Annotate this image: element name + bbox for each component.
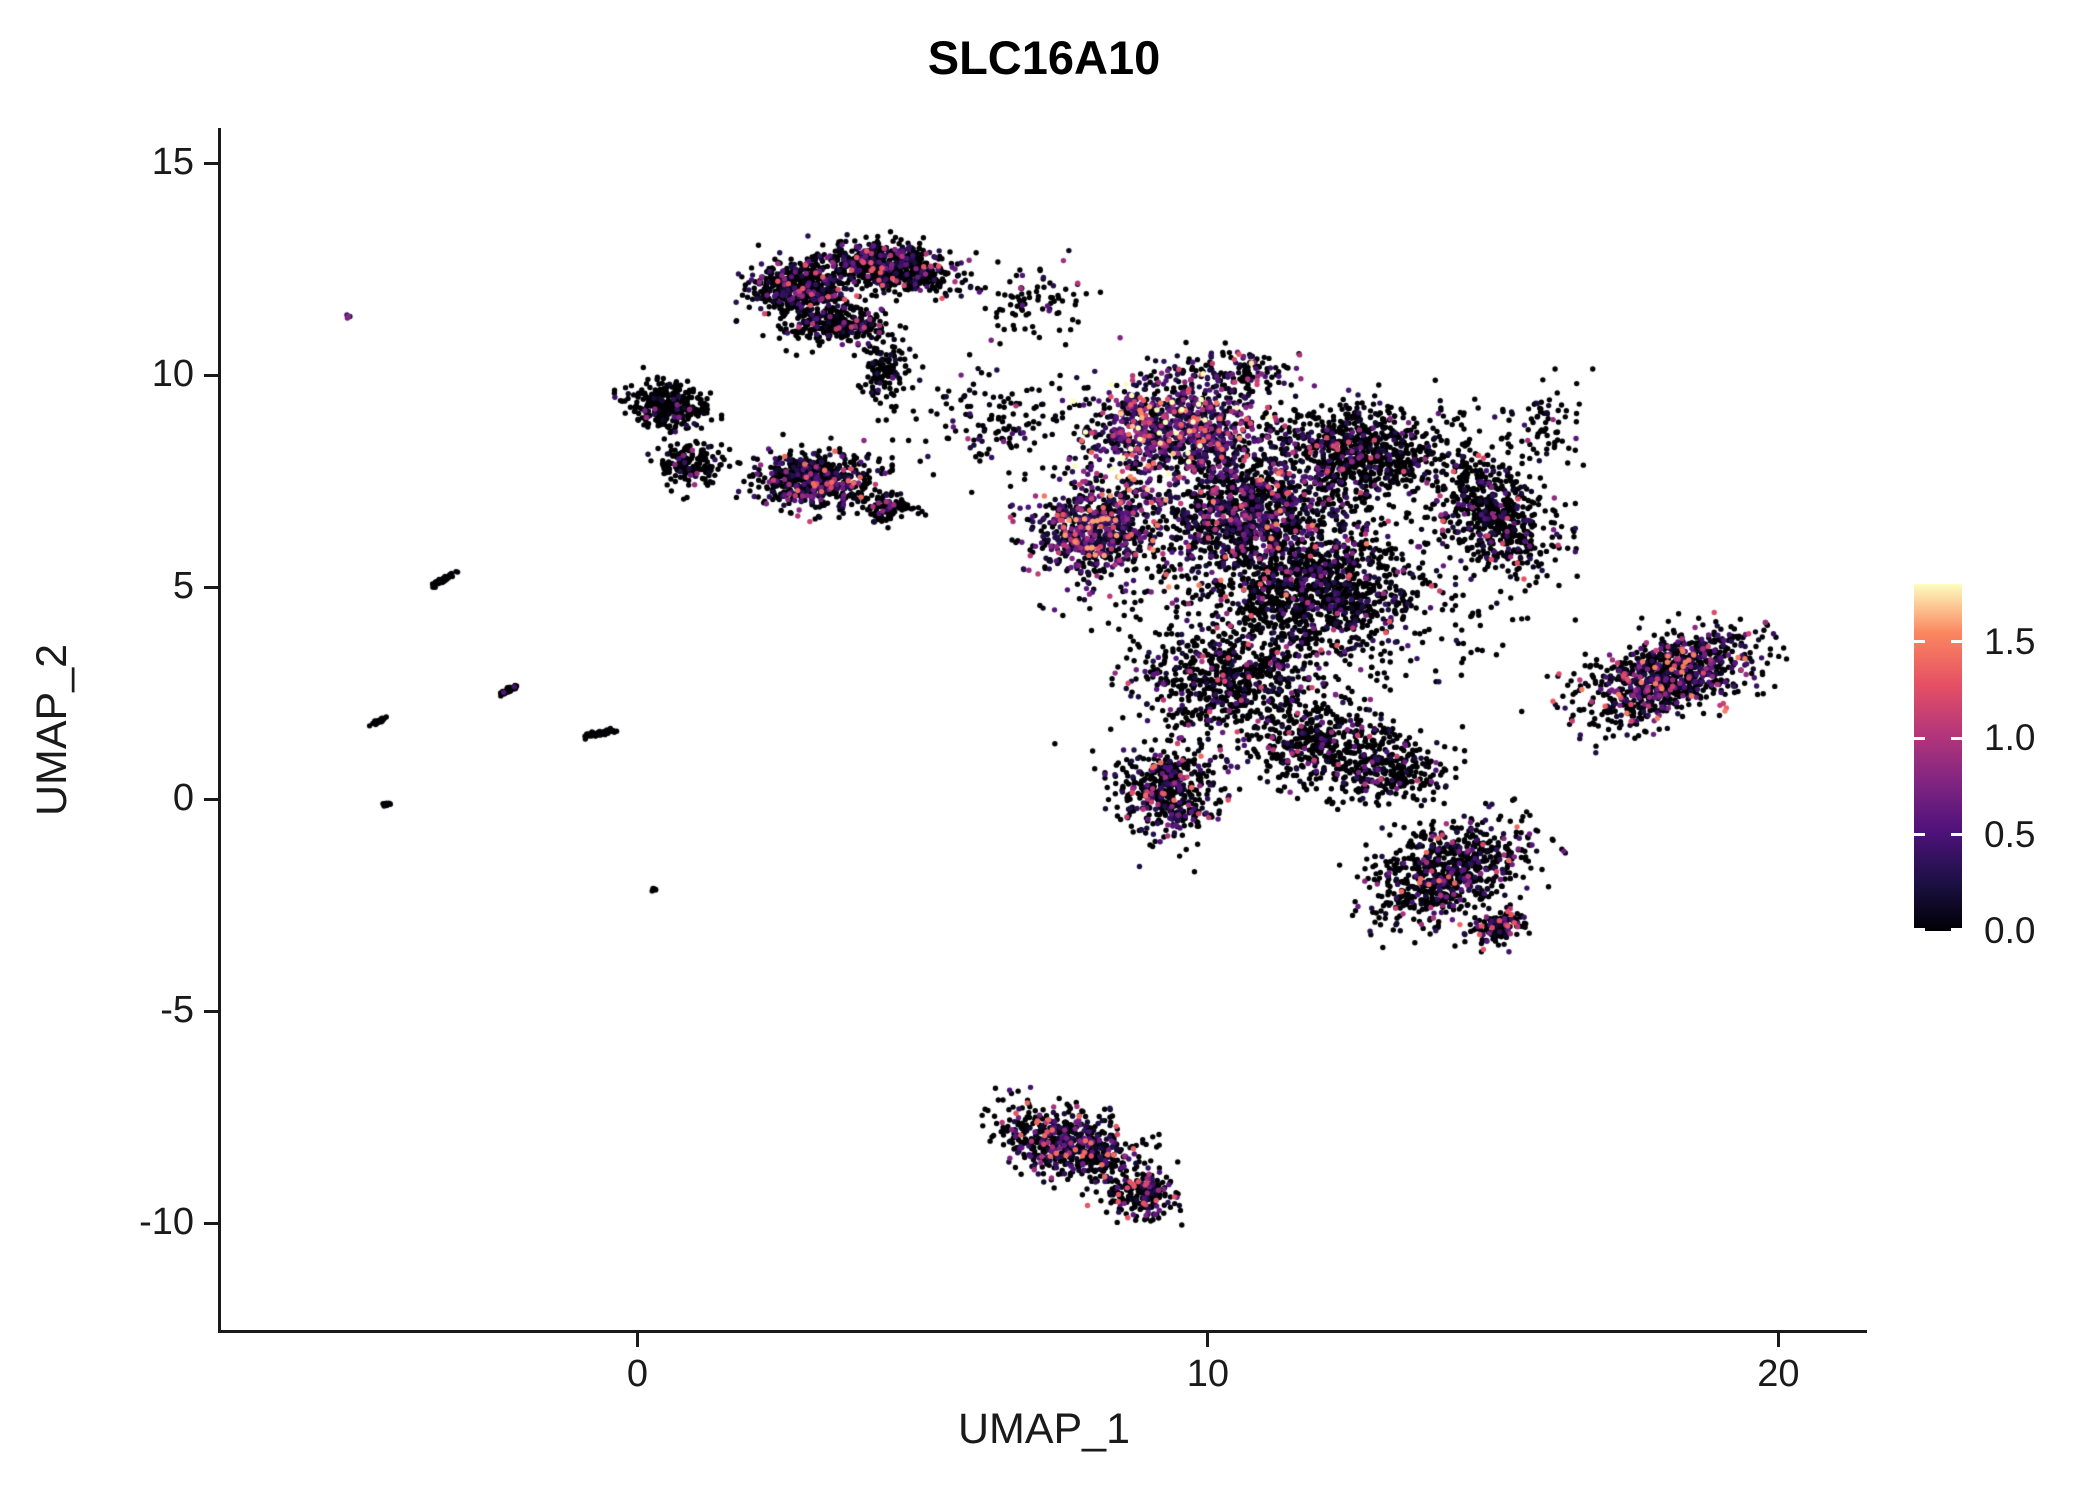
legend-tick-mark bbox=[1914, 640, 1925, 644]
legend-tick-mark bbox=[1914, 833, 1925, 837]
x-tick-label: 20 bbox=[1757, 1353, 1800, 1395]
legend-tick-mark bbox=[1951, 736, 1962, 740]
legend-tick-mark bbox=[1951, 928, 1962, 931]
y-tick-label: 5 bbox=[172, 564, 194, 607]
plot-title: SLC16A10 bbox=[927, 31, 1161, 84]
legend-tick-mark bbox=[1951, 640, 1962, 644]
y-tick-mark bbox=[204, 798, 218, 802]
y-tick-mark bbox=[204, 1222, 218, 1226]
legend-tick-label: 0.5 bbox=[1984, 813, 2036, 855]
x-tick-mark bbox=[1776, 1333, 1780, 1347]
y-tick-mark bbox=[204, 586, 218, 590]
x-tick-mark bbox=[635, 1333, 639, 1347]
y-tick-label: 0 bbox=[172, 776, 194, 819]
legend-tick-label: 0.0 bbox=[1984, 910, 2036, 951]
y-tick-label: -10 bbox=[139, 1200, 194, 1243]
y-tick-mark bbox=[204, 162, 218, 166]
y-tick-label: 10 bbox=[151, 352, 194, 395]
legend-tick-label: 1.0 bbox=[1984, 717, 2036, 759]
x-tick-label: 0 bbox=[626, 1353, 649, 1395]
legend-tick-mark bbox=[1914, 928, 1925, 931]
y-axis-line bbox=[218, 128, 221, 1333]
x-tick-mark bbox=[1206, 1333, 1210, 1347]
legend-tick-mark bbox=[1914, 736, 1925, 740]
y-tick-mark bbox=[204, 374, 218, 378]
x-tick-label: 10 bbox=[1186, 1353, 1230, 1395]
x-axis-label: UMAP_1 bbox=[957, 1405, 1131, 1453]
legend-tick-mark bbox=[1951, 833, 1962, 837]
legend-tick-label: 1.5 bbox=[1984, 620, 2036, 662]
y-tick-label: 15 bbox=[151, 140, 194, 183]
x-axis-line bbox=[218, 1330, 1867, 1333]
y-tick-label: -5 bbox=[160, 988, 194, 1031]
y-axis-label: UMAP_2 bbox=[28, 643, 76, 817]
y-tick-mark bbox=[204, 1010, 218, 1014]
colorbar-gradient bbox=[1914, 584, 1962, 931]
